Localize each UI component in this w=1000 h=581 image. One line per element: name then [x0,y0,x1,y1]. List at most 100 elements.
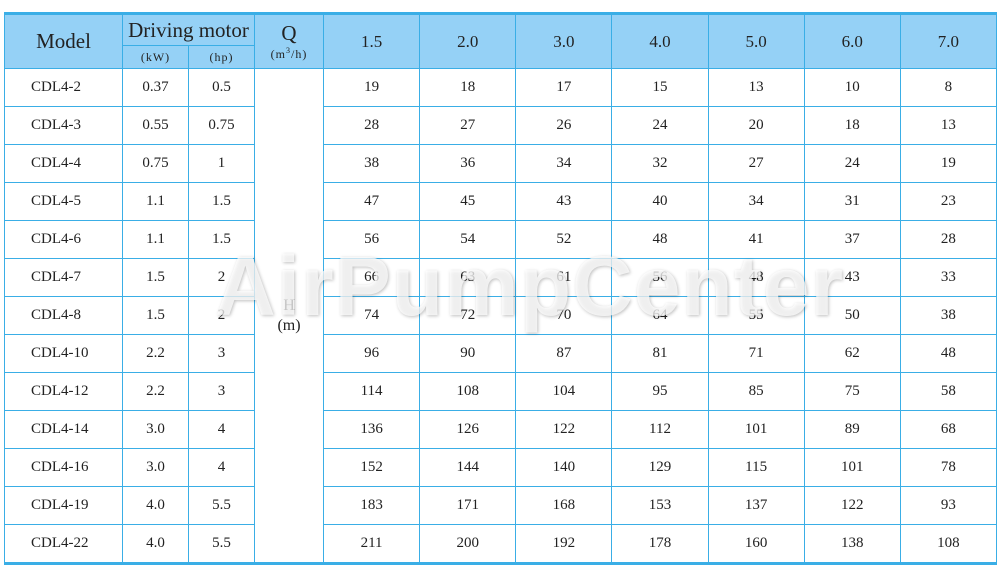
driving-motor-header: Driving motor [122,13,255,46]
hp-cell: 3 [188,372,255,411]
hp-cell: 2 [188,296,255,335]
head-value-cell: 160 [707,524,805,564]
head-value-cell: 81 [611,334,709,373]
head-value-cell: 122 [515,410,613,449]
head-value-cell: 20 [707,106,805,145]
flow-value-header: 7.0 [899,13,998,69]
head-value-cell: 13 [707,68,805,107]
head-value-cell: 48 [611,220,709,259]
flow-value-header: 1.5 [322,13,421,69]
head-value-cell: 78 [899,448,998,487]
kw-cell: 1.1 [122,182,189,221]
head-value-cell: 26 [515,106,613,145]
head-value-cell: 36 [419,144,517,183]
head-label-cell: H (m) [254,68,324,564]
head-value-cell: 95 [611,372,709,411]
head-value-cell: 140 [515,448,613,487]
head-value-cell: 63 [419,258,517,297]
head-value-cell: 126 [419,410,517,449]
head-value-cell: 34 [707,182,805,221]
table-row: CDL4-16 3.0 4 152 144 140 129 115 101 78 [4,448,998,487]
head-value-cell: 24 [803,144,901,183]
head-value-cell: 62 [803,334,901,373]
kw-cell: 1.1 [122,220,189,259]
model-header: Model [4,13,123,69]
head-value-cell: 17 [515,68,613,107]
kw-cell: 0.75 [122,144,189,183]
h-unit: (m) [277,316,301,334]
model-cell: CDL4-3 [4,106,123,145]
head-value-cell: 64 [611,296,709,335]
head-value-cell: 138 [803,524,901,564]
kw-cell: 1.5 [122,296,189,335]
table-row: CDL4-5 1.1 1.5 47 45 43 40 34 31 23 [4,182,998,221]
head-value-cell: 90 [419,334,517,373]
model-cell: CDL4-6 [4,220,123,259]
head-value-cell: 75 [803,372,901,411]
head-value-cell: 41 [707,220,805,259]
model-cell: CDL4-16 [4,448,123,487]
head-value-cell: 13 [899,106,998,145]
model-cell: CDL4-2 [4,68,123,107]
head-value-cell: 40 [611,182,709,221]
head-value-cell: 50 [803,296,901,335]
head-value-cell: 70 [515,296,613,335]
head-value-cell: 32 [611,144,709,183]
kw-cell: 2.2 [122,334,189,373]
head-value-cell: 93 [899,486,998,525]
kw-cell: 3.0 [122,410,189,449]
head-value-cell: 152 [322,448,421,487]
head-value-cell: 192 [515,524,613,564]
kw-cell: 2.2 [122,372,189,411]
head-value-cell: 144 [419,448,517,487]
head-value-cell: 27 [419,106,517,145]
head-value-cell: 129 [611,448,709,487]
table-row: CDL4-6 1.1 1.5 56 54 52 48 41 37 28 [4,220,998,259]
head-value-cell: 66 [322,258,421,297]
head-value-cell: 47 [322,182,421,221]
head-value-cell: 61 [515,258,613,297]
head-value-cell: 38 [322,144,421,183]
model-cell: CDL4-14 [4,410,123,449]
kw-header: (kW) [122,45,189,69]
head-value-cell: 85 [707,372,805,411]
kw-cell: 4.0 [122,524,189,564]
hp-cell: 0.5 [188,68,255,107]
head-value-cell: 153 [611,486,709,525]
head-value-cell: 168 [515,486,613,525]
kw-cell: 1.5 [122,258,189,297]
head-value-cell: 48 [707,258,805,297]
head-value-cell: 34 [515,144,613,183]
head-value-cell: 112 [611,410,709,449]
model-cell: CDL4-22 [4,524,123,564]
head-value-cell: 115 [707,448,805,487]
hp-cell: 1.5 [188,220,255,259]
model-cell: CDL4-10 [4,334,123,373]
head-value-cell: 55 [707,296,805,335]
head-value-cell: 183 [322,486,421,525]
head-value-cell: 54 [419,220,517,259]
flow-value-header: 3.0 [515,13,613,69]
head-value-cell: 108 [419,372,517,411]
head-value-cell: 171 [419,486,517,525]
head-value-cell: 43 [803,258,901,297]
head-value-cell: 43 [515,182,613,221]
head-value-cell: 15 [611,68,709,107]
hp-cell: 3 [188,334,255,373]
head-value-cell: 45 [419,182,517,221]
head-value-cell: 24 [611,106,709,145]
head-value-cell: 31 [803,182,901,221]
table-row: CDL4-14 3.0 4 136 126 122 112 101 89 68 [4,410,998,449]
table-row: CDL4-3 0.55 0.75 28 27 26 24 20 18 13 [4,106,998,145]
performance-table: Model Driving motor Q (m3/h) 1.5 2.0 3.0… [4,12,998,565]
table-row: CDL4-22 4.0 5.5 211 200 192 178 160 138 108 [4,524,998,564]
head-value-cell: 56 [611,258,709,297]
head-value-cell: 114 [322,372,421,411]
head-value-cell: 74 [322,296,421,335]
table-row: CDL4-12 2.2 3 114 108 104 95 85 75 58 [4,372,998,411]
head-value-cell: 122 [803,486,901,525]
head-value-cell: 104 [515,372,613,411]
head-value-cell: 37 [803,220,901,259]
hp-cell: 4 [188,448,255,487]
hp-cell: 0.75 [188,106,255,145]
